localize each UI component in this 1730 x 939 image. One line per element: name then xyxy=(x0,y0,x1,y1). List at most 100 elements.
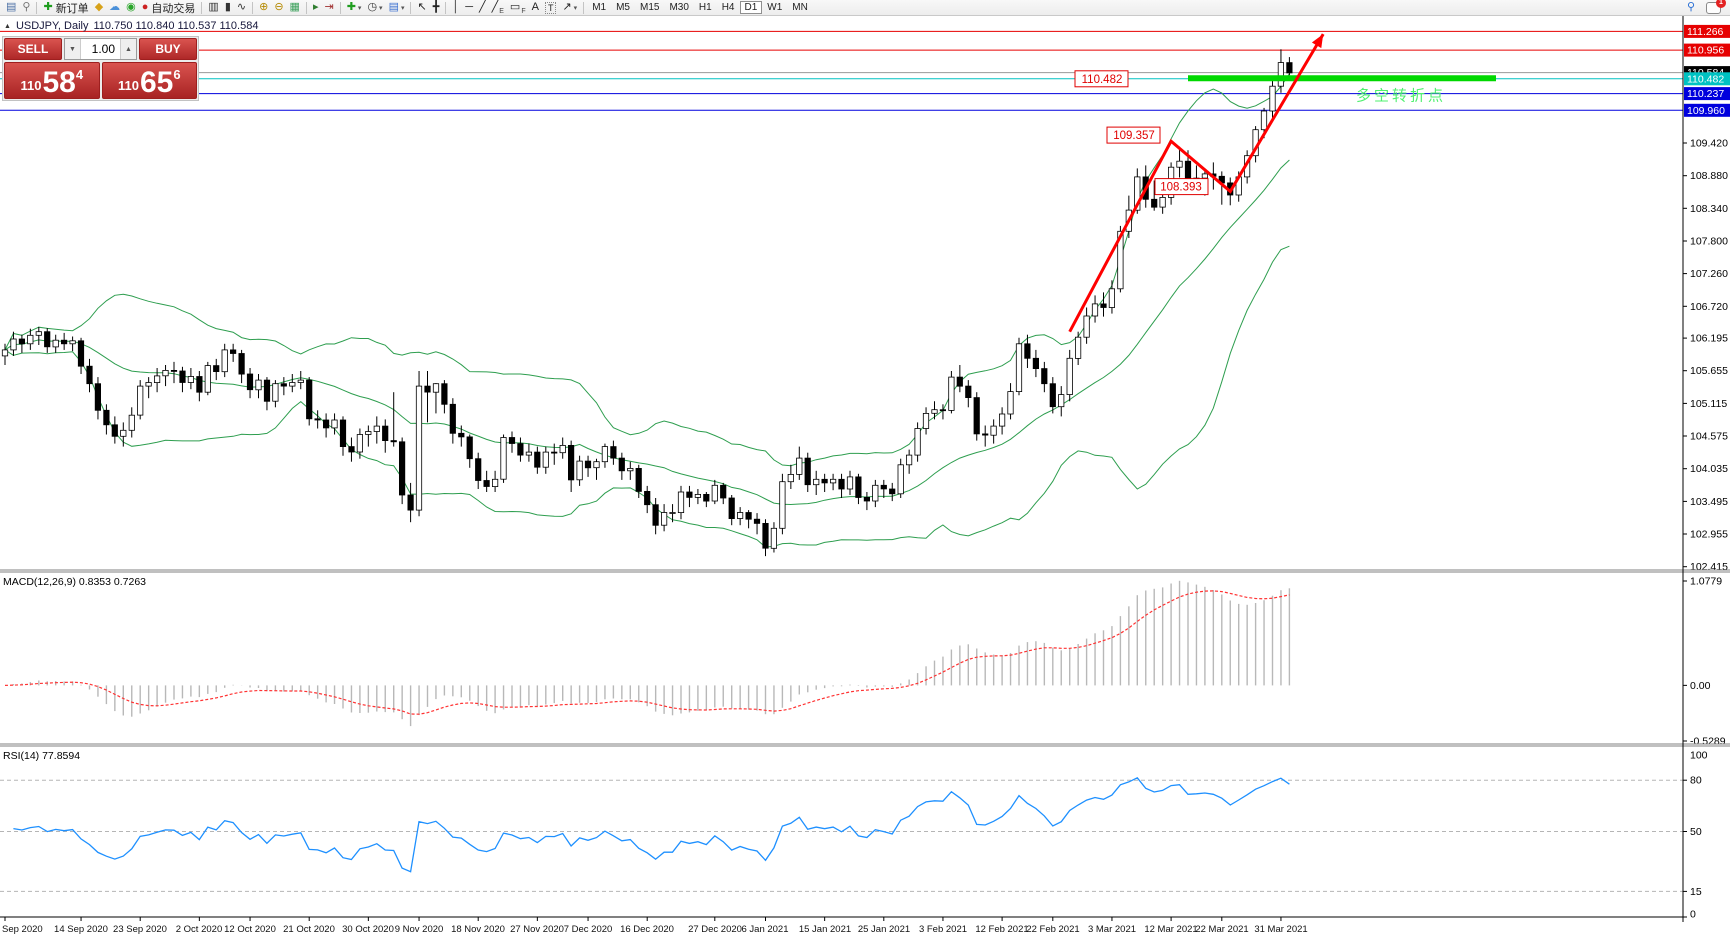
timeframe-button-H1[interactable]: H1 xyxy=(698,2,712,13)
timeframe-button-W1[interactable]: W1 xyxy=(767,2,783,13)
annotations-layer: 110.482 109.357 108.393 多空转折点 xyxy=(1068,33,1496,333)
svg-text:80: 80 xyxy=(1690,775,1702,787)
timeframe-button-H4[interactable]: H4 xyxy=(721,2,735,13)
new-order-button[interactable]: ✚ 新订单 xyxy=(43,1,89,15)
timeframe-button-M30[interactable]: M30 xyxy=(669,2,689,13)
toolbar-separator xyxy=(445,1,447,14)
volume-value[interactable]: 1.00 xyxy=(91,42,115,56)
chat-icon[interactable]: 1 xyxy=(1706,0,1726,14)
macd-label: MACD(12,26,9) 0.8353 0.7263 xyxy=(3,576,146,588)
auto-scroll-icon[interactable]: ▸ xyxy=(310,1,322,15)
candles-layer xyxy=(1,49,1293,557)
line-chart-icon: ∿ xyxy=(236,1,247,13)
indicators-icon: ✚ xyxy=(346,1,356,13)
indicators-icon-dropdown[interactable]: ▾ xyxy=(357,4,362,12)
preview-icon[interactable]: ⚲ xyxy=(19,1,33,15)
trendline-icon[interactable]: ╱ xyxy=(476,1,489,15)
cloud-icon: ☁ xyxy=(109,1,121,13)
svg-text:104.575: 104.575 xyxy=(1690,431,1728,443)
templates-icon: ▤ xyxy=(388,1,399,13)
cursor-icon[interactable]: ↖ xyxy=(414,1,429,15)
svg-text:105.655: 105.655 xyxy=(1690,365,1728,377)
svg-text:106.720: 106.720 xyxy=(1690,301,1728,313)
arrows-icon[interactable]: ↗ ▾ xyxy=(559,1,580,15)
crosshair-icon[interactable]: ╋ xyxy=(430,1,443,15)
signal-icon[interactable]: ◉ xyxy=(123,1,139,15)
periods-icon[interactable]: ◷ ▾ xyxy=(364,1,385,15)
text-label-icon: T xyxy=(544,1,557,14)
zoom-out-icon: ⊖ xyxy=(274,1,284,13)
templates-icon[interactable]: ▤ ▾ xyxy=(386,1,408,15)
svg-text:111.266: 111.266 xyxy=(1687,26,1724,38)
svg-text:110.482: 110.482 xyxy=(1082,74,1123,86)
timeframe-button-M1[interactable]: M1 xyxy=(592,2,607,13)
horizontal-line-icon[interactable]: ─ xyxy=(462,1,476,15)
svg-text:50: 50 xyxy=(1690,826,1702,838)
svg-text:107.260: 107.260 xyxy=(1690,268,1728,280)
buy-button[interactable]: BUY xyxy=(139,38,197,60)
tile-windows-icon: ▦ xyxy=(289,1,300,13)
sell-button[interactable]: SELL xyxy=(4,38,62,60)
buy-price-figure: 110 xyxy=(117,78,139,93)
time-axis: Sep 2020 14 Sep 2020 23 Sep 2020 2 Oct 2020… xyxy=(2,917,1308,935)
vertical-line-icon: │ xyxy=(452,1,460,13)
fibonacci-icon: ▭ xyxy=(509,1,521,13)
svg-text:2 Oct 2020: 2 Oct 2020 xyxy=(176,924,222,935)
chart-window-icon[interactable]: ▤ xyxy=(3,1,19,15)
volume-decrease-button[interactable]: ▼ xyxy=(65,39,81,59)
cloud-icon[interactable]: ☁ xyxy=(106,1,123,15)
text-label-icon[interactable]: T xyxy=(542,1,560,15)
svg-text:102.415: 102.415 xyxy=(1690,561,1728,573)
equidistant-channel-icon: ╱ xyxy=(491,1,499,13)
note-text: 多空转折点 xyxy=(1356,88,1446,105)
toolbar-separator xyxy=(305,1,307,14)
bar-chart-icon[interactable]: ▥ xyxy=(205,1,221,15)
svg-text:22 Feb 2021: 22 Feb 2021 xyxy=(1026,924,1079,935)
rsi-pane: RSI(14) 77.8594 100 80 50 15 0 xyxy=(0,745,1708,921)
tile-windows-icon[interactable]: ▦ xyxy=(287,1,303,15)
svg-text:6 Jan 2021: 6 Jan 2021 xyxy=(741,924,788,935)
candlestick-chart-icon[interactable]: ▮ xyxy=(222,1,234,15)
sell-price-button[interactable]: 110 58 4 xyxy=(4,62,100,99)
timeframe-button-D1[interactable]: D1 xyxy=(739,1,763,14)
timeframe-button-M15[interactable]: M15 xyxy=(640,2,660,13)
arrows-icon-dropdown[interactable]: ▾ xyxy=(573,4,578,12)
preview-icon: ⚲ xyxy=(22,1,31,13)
price-tag xyxy=(1106,126,1161,144)
toolbar: ▤ ⚲ ✚ 新订单 ◆ ☁ ◉ ● 自动交易 ▥ ▮ ∿ ⊕ ⊖ ▦ ▸ ⇥ ✚ ▾ ◷ ▾ ▤ ▾ ↖ ╋ │ ─ ╱ ╱ E ▭ F A T ↗… xyxy=(0,0,1730,16)
zoom-in-icon: ⊕ xyxy=(259,1,269,13)
svg-text:107.800: 107.800 xyxy=(1690,236,1728,248)
timeframe-button-MN[interactable]: MN xyxy=(792,2,808,13)
svg-text:1.0779: 1.0779 xyxy=(1690,576,1722,588)
line-chart-icon[interactable]: ∿ xyxy=(234,1,249,15)
svg-text:15 Jan 2021: 15 Jan 2021 xyxy=(799,924,851,935)
fibonacci-icon[interactable]: ▭ F xyxy=(509,1,526,15)
volume-stepper[interactable]: ▼ 1.00 ▲ xyxy=(64,38,137,60)
auto-trading-button: ● xyxy=(141,1,149,13)
new-order-button: ✚ xyxy=(43,1,53,13)
svg-text:110.237: 110.237 xyxy=(1687,88,1724,100)
text-icon[interactable]: A xyxy=(529,1,542,15)
zoom-out-icon[interactable]: ⊖ xyxy=(271,1,286,15)
auto-scroll-icon: ▸ xyxy=(312,1,319,13)
search-icon[interactable]: ⚲ xyxy=(1686,1,1695,13)
templates-icon-dropdown[interactable]: ▾ xyxy=(400,4,405,12)
buy-price-button[interactable]: 110 65 6 xyxy=(101,62,197,99)
profile-icon[interactable]: ◆ xyxy=(92,1,106,15)
chart-shift-icon[interactable]: ⇥ xyxy=(321,1,336,15)
timeframe-button-M5[interactable]: M5 xyxy=(616,2,630,13)
indicators-icon[interactable]: ✚ ▾ xyxy=(344,1,365,15)
svg-text:102.955: 102.955 xyxy=(1690,529,1728,541)
svg-text:3 Mar 2021: 3 Mar 2021 xyxy=(1088,924,1136,935)
volume-increase-button[interactable]: ▲ xyxy=(120,39,136,59)
zoom-in-icon[interactable]: ⊕ xyxy=(256,1,271,15)
chart-shift-icon: ⇥ xyxy=(324,1,334,13)
price-chart[interactable]: 110.482 109.357 108.393 多空转折点 109.420 108.880… xyxy=(0,16,1730,939)
equidistant-channel-icon[interactable]: ╱ E xyxy=(491,1,504,15)
svg-text:12 Mar 2021: 12 Mar 2021 xyxy=(1144,924,1197,935)
auto-trading-button[interactable]: ● 自动交易 xyxy=(141,1,196,15)
svg-text:9 Nov 2020: 9 Nov 2020 xyxy=(395,924,444,935)
profile-icon: ◆ xyxy=(94,1,104,13)
periods-icon-dropdown[interactable]: ▾ xyxy=(379,4,383,12)
vertical-line-icon[interactable]: │ xyxy=(449,1,462,15)
